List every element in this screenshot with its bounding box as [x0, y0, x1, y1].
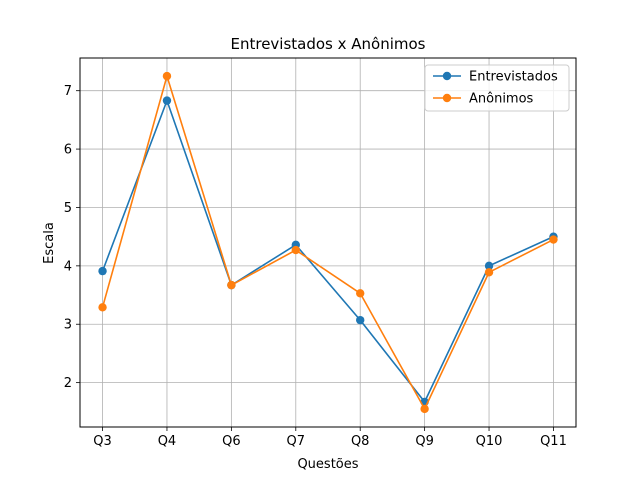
series-line: [101, 99, 554, 403]
x-tick-label: Q11: [540, 434, 567, 449]
x-tick-label: Q8: [351, 434, 370, 449]
legend-label: Anônimos: [469, 92, 534, 107]
data-point: [98, 303, 107, 312]
grid: [80, 58, 576, 427]
y-tick-label: 4: [64, 259, 72, 274]
series-layer: [98, 71, 558, 414]
legend: Entrevistados Anônimos: [424, 64, 570, 112]
data-point: [549, 235, 558, 244]
x-tick-label: Q6: [222, 434, 241, 449]
legend-swatch-marker: [442, 71, 452, 81]
x-tick-label: Q7: [287, 434, 306, 449]
data-point: [484, 261, 494, 271]
y-tick-label: 5: [64, 201, 72, 216]
y-axis-title: Escala: [42, 222, 57, 264]
chart-title: Entrevistados x Anônimos: [230, 35, 425, 53]
y-tick-label: 2: [64, 376, 72, 391]
data-point: [484, 268, 494, 277]
series-line: [101, 75, 554, 410]
x-tick-label: Q10: [476, 434, 503, 449]
data-point: [420, 404, 429, 414]
data-point: [98, 266, 107, 276]
y-tick-label: 3: [64, 318, 72, 333]
data-point: [356, 315, 365, 325]
data-point: [162, 71, 172, 81]
y-axis-ticks: 2 3 4 5 6 7: [64, 84, 80, 391]
data-point: [356, 289, 365, 298]
data-point: [291, 245, 300, 255]
data-point: [227, 280, 236, 290]
data-point: [162, 96, 172, 105]
y-tick-label: 7: [64, 84, 72, 99]
x-tick-label: Q4: [158, 434, 177, 449]
legend-label: Entrevistados: [469, 70, 558, 85]
plot-frame: [79, 57, 577, 428]
x-tick-label: Q3: [93, 434, 112, 449]
y-tick-label: 6: [64, 143, 72, 158]
x-tick-label: Q9: [415, 434, 434, 449]
x-axis-title: Questões: [297, 457, 358, 472]
legend-swatch-marker: [442, 93, 452, 103]
series-1: [98, 71, 558, 414]
x-axis-ticks: Q3 Q4 Q6 Q7 Q8 Q9 Q10 Q11: [93, 427, 567, 449]
